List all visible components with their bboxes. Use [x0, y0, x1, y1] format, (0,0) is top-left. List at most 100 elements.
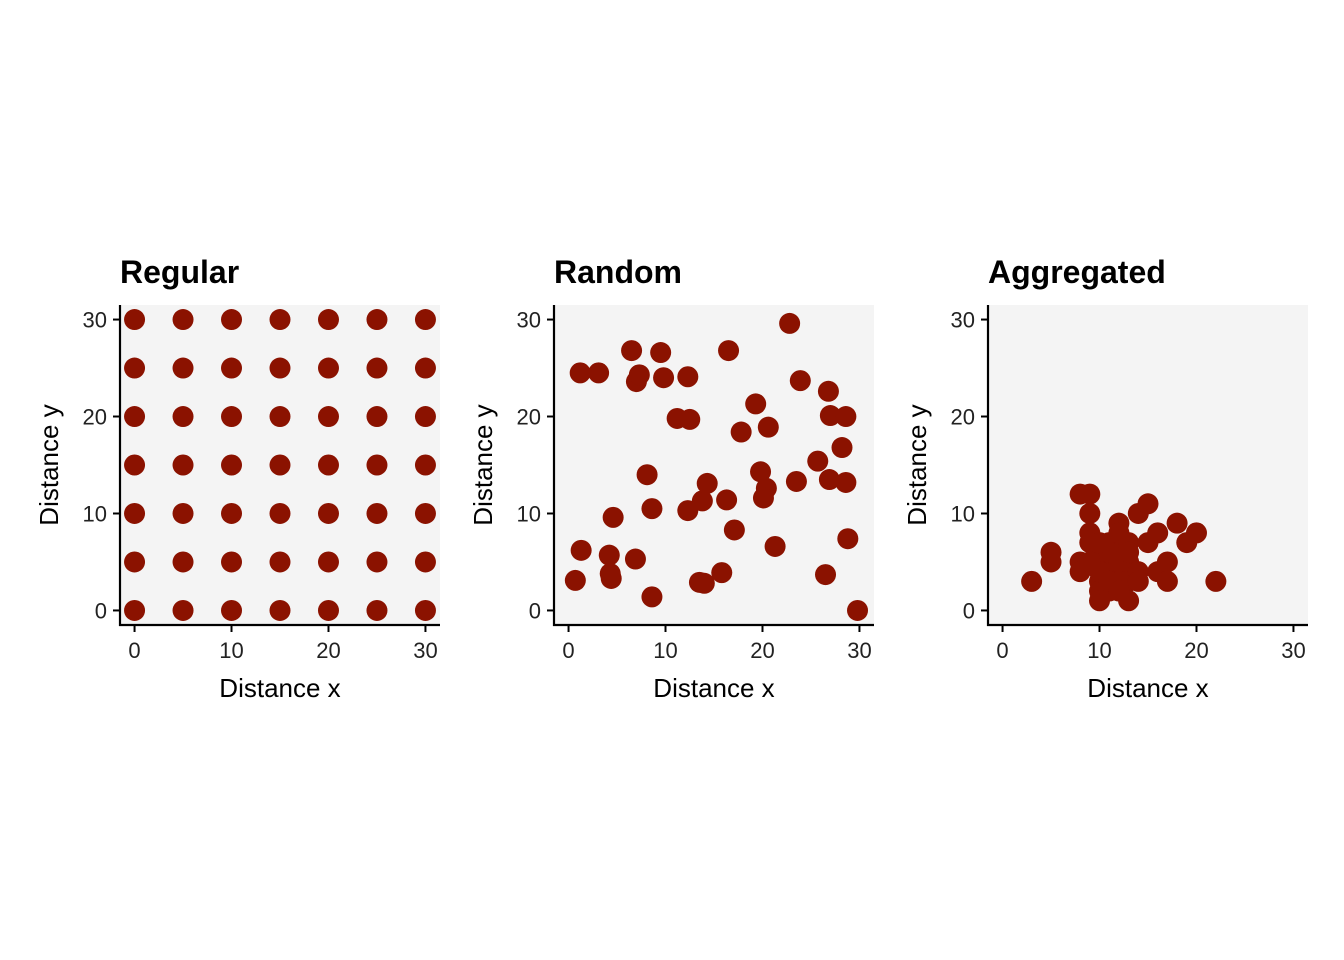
data-point — [1185, 522, 1207, 544]
y-tick-label: 30 — [517, 308, 541, 333]
y-tick-label: 10 — [951, 501, 975, 526]
x-tick-label: 0 — [562, 638, 574, 663]
data-point — [317, 406, 339, 428]
data-point — [221, 309, 243, 331]
data-point — [221, 406, 243, 428]
data-point — [624, 548, 646, 570]
data-point — [569, 362, 591, 384]
data-point — [602, 506, 624, 528]
data-point — [172, 551, 194, 573]
data-point — [1079, 483, 1101, 505]
x-tick-label: 20 — [1184, 638, 1208, 663]
x-tick-label: 0 — [128, 638, 140, 663]
data-point — [317, 309, 339, 331]
data-point — [764, 535, 786, 557]
data-point — [414, 599, 436, 621]
data-point — [124, 309, 146, 331]
data-point — [269, 599, 291, 621]
data-point — [650, 342, 672, 364]
data-point — [124, 551, 146, 573]
data-point — [835, 406, 857, 428]
data-point — [1108, 580, 1130, 602]
x-tick-label: 10 — [653, 638, 677, 663]
panel-title: Aggregated — [988, 254, 1166, 290]
x-axis-label: Distance x — [219, 673, 340, 703]
data-point — [366, 599, 388, 621]
data-point — [837, 528, 859, 550]
data-point — [1079, 502, 1101, 524]
data-point — [172, 599, 194, 621]
y-axis-label: Distance y — [34, 404, 64, 525]
data-point — [785, 470, 807, 492]
data-point — [172, 309, 194, 331]
x-axis-label: Distance x — [1087, 673, 1208, 703]
y-tick-label: 0 — [95, 598, 107, 623]
data-point — [621, 340, 643, 362]
data-point — [172, 454, 194, 476]
data-point — [600, 567, 622, 589]
data-point — [414, 551, 436, 573]
y-tick-label: 0 — [963, 598, 975, 623]
data-point — [693, 572, 715, 594]
data-point — [819, 405, 841, 427]
data-point — [317, 502, 339, 524]
data-point — [1118, 541, 1140, 563]
data-point — [653, 367, 675, 389]
data-point — [172, 406, 194, 428]
y-tick-label: 0 — [529, 598, 541, 623]
panel-title: Regular — [120, 254, 239, 290]
y-tick-label: 20 — [951, 405, 975, 430]
x-axis-label: Distance x — [653, 673, 774, 703]
y-tick-label: 30 — [951, 308, 975, 333]
data-point — [124, 406, 146, 428]
y-axis-label: Distance y — [468, 404, 498, 525]
data-point — [172, 502, 194, 524]
x-tick-label: 10 — [219, 638, 243, 663]
data-point — [807, 450, 829, 472]
data-point — [269, 357, 291, 379]
data-point — [1040, 551, 1062, 573]
data-point — [711, 562, 733, 584]
y-tick-label: 30 — [83, 308, 107, 333]
data-point — [636, 464, 658, 486]
data-point — [757, 416, 779, 438]
data-point — [269, 309, 291, 331]
data-point — [269, 406, 291, 428]
data-point — [269, 502, 291, 524]
data-point — [414, 406, 436, 428]
data-point — [1156, 570, 1178, 592]
data-point — [817, 380, 839, 402]
data-point — [641, 586, 663, 608]
x-tick-label: 0 — [996, 638, 1008, 663]
data-point — [124, 599, 146, 621]
data-point — [1166, 512, 1188, 534]
data-point — [317, 454, 339, 476]
data-point — [366, 406, 388, 428]
data-point — [677, 366, 699, 388]
data-point — [124, 357, 146, 379]
data-point — [779, 312, 801, 334]
y-tick-label: 20 — [83, 405, 107, 430]
data-point — [124, 454, 146, 476]
y-axis-label: Distance y — [902, 404, 932, 525]
data-point — [221, 454, 243, 476]
data-point — [269, 454, 291, 476]
data-point — [366, 551, 388, 573]
data-point — [696, 472, 718, 494]
data-point — [221, 502, 243, 524]
data-point — [124, 502, 146, 524]
data-point — [691, 490, 713, 512]
data-point — [317, 551, 339, 573]
data-point — [414, 502, 436, 524]
data-point — [172, 357, 194, 379]
data-point — [752, 487, 774, 509]
data-point — [718, 340, 740, 362]
data-point — [815, 564, 837, 586]
x-tick-label: 30 — [1281, 638, 1305, 663]
data-point — [414, 309, 436, 331]
data-point — [745, 393, 767, 415]
data-point — [1089, 532, 1111, 554]
x-tick-label: 30 — [413, 638, 437, 663]
data-point — [628, 364, 650, 386]
